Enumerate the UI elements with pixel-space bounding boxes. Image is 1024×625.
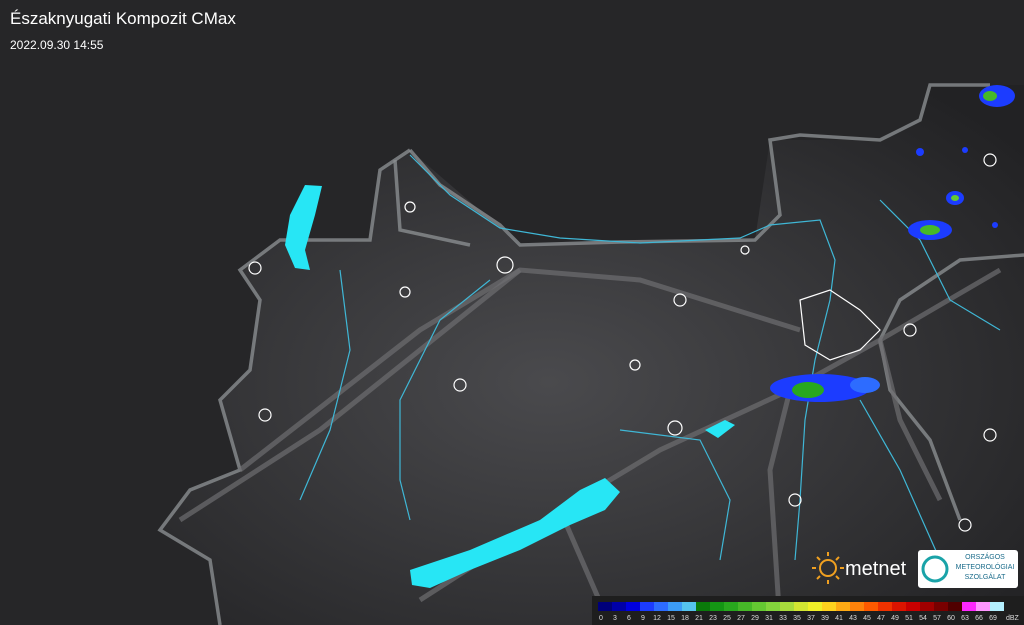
legend-swatch (990, 602, 1004, 611)
legend-label: 54 (919, 615, 927, 622)
legend-swatch (710, 602, 724, 611)
legend-label: 47 (877, 615, 885, 622)
legend-label: 0 (599, 615, 603, 622)
hungary-region (160, 85, 1024, 625)
legend-swatch (878, 602, 892, 611)
legend-swatch (738, 602, 752, 611)
legend-label: 9 (641, 615, 645, 622)
legend-swatch (934, 602, 948, 611)
legend-label: 57 (933, 615, 941, 622)
legend-swatch (948, 602, 962, 611)
legend-label: 27 (737, 615, 745, 622)
color-legend: 0 3 6 9 12 15 18 21 23 25 27 29 31 33 35 37 39 41 43 45 47 49… (592, 596, 1024, 625)
legend-swatch (752, 602, 766, 611)
legend-label: 60 (947, 615, 955, 622)
legend-label: 45 (863, 615, 871, 622)
legend-label: 25 (723, 615, 731, 622)
legend-swatch (780, 602, 794, 611)
timestamp: 2022.09.30 14:55 (10, 38, 104, 52)
legend-label: 35 (793, 615, 801, 622)
omsz-text: METEOROLÓGIAI (956, 562, 1015, 571)
legend-label: 23 (709, 615, 717, 622)
legend-label: 31 (765, 615, 773, 622)
metnet-logo: metnet (812, 552, 907, 584)
legend-unit: dBZ (1006, 615, 1020, 622)
legend-swatch (598, 602, 612, 611)
legend-swatch (962, 602, 976, 611)
legend-label: 15 (667, 615, 675, 622)
legend-swatch (906, 602, 920, 611)
legend-label: 66 (975, 615, 983, 622)
legend-label: 41 (835, 615, 843, 622)
rivers (299, 154, 1001, 561)
metnet-text: metnet (845, 558, 907, 580)
legend-swatch (766, 602, 780, 611)
legend-swatch (864, 602, 878, 611)
legend-swatch (640, 602, 654, 611)
legend-swatch (892, 602, 906, 611)
legend-label: 69 (989, 615, 997, 622)
legend-label: 21 (695, 615, 703, 622)
legend-label: 33 (779, 615, 787, 622)
legend-label: 3 (613, 615, 617, 622)
legend-label: 39 (821, 615, 829, 622)
legend-label: 37 (807, 615, 815, 622)
legend-label: 51 (905, 615, 913, 622)
legend-label: 63 (961, 615, 969, 622)
legend-swatch (976, 602, 990, 611)
lakes (285, 185, 735, 588)
omsz-logo: ORSZÁGOS METEOROLÓGIAI SZOLGÁLAT (918, 550, 1018, 588)
legend-label: 49 (891, 615, 899, 622)
legend-label: 18 (681, 615, 689, 622)
radar-echoes (770, 85, 1015, 402)
omsz-text: SZOLGÁLAT (965, 572, 1006, 581)
legend-swatch (794, 602, 808, 611)
legend-swatch (822, 602, 836, 611)
legend-swatch (696, 602, 710, 611)
legend-label: 29 (751, 615, 759, 622)
legend-swatch (654, 602, 668, 611)
omsz-text: ORSZÁGOS (965, 552, 1005, 561)
legend-label: 12 (653, 615, 661, 622)
legend-swatch (668, 602, 682, 611)
legend-swatch (612, 602, 626, 611)
towns (248, 153, 997, 532)
legend-swatch (836, 602, 850, 611)
legend-swatch (724, 602, 738, 611)
legend-label: 6 (627, 615, 631, 622)
legend-swatch (850, 602, 864, 611)
map-title: Északnyugati Kompozit CMax (10, 9, 236, 28)
legend-swatch (808, 602, 822, 611)
legend-swatch (626, 602, 640, 611)
legend-label: 43 (849, 615, 857, 622)
legend-swatch (682, 602, 696, 611)
legend-swatch (920, 602, 934, 611)
